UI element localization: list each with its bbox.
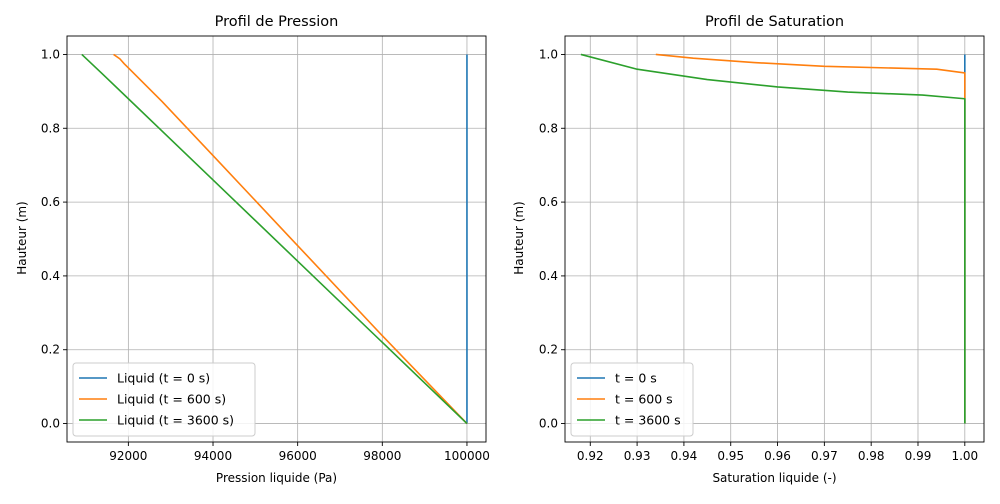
y-tick-label: 0.2 [41, 343, 60, 357]
y-tick-label: 1.0 [539, 47, 558, 61]
legend-box [570, 362, 694, 437]
chart-title: Profil de Saturation [705, 14, 844, 30]
series-line [81, 53, 468, 425]
x-tick-label: 94000 [194, 449, 232, 463]
y-tick-label: 0.4 [41, 269, 60, 283]
y-tick-label: 0.6 [539, 195, 558, 209]
legend: Liquid (t = 0 s) Liquid (t = 600 s) Liquid… [72, 362, 256, 437]
y-tick-label: 0.4 [539, 269, 558, 283]
x-tick-label: 92000 [109, 449, 147, 463]
x-tick-label: 100000 [444, 449, 490, 463]
legend-label: t = 3600 s [615, 413, 681, 428]
y-tick-label: 0.0 [41, 417, 60, 431]
saturation-profile-chart: Profil de Saturation Saturation liquide … [512, 14, 985, 485]
x-tick-label: 0.95 [717, 449, 744, 463]
x-tick-label: 98000 [363, 449, 401, 463]
series-line [580, 53, 966, 424]
legend-label: Liquid (t = 0 s) [117, 371, 210, 386]
legend-label: t = 600 s [615, 392, 673, 407]
x-tick-label: 0.92 [577, 449, 604, 463]
plot-frame [66, 35, 487, 443]
x-axis-label: Saturation liquide (-) [712, 471, 836, 485]
y-axis-label: Hauteur (m) [15, 201, 29, 274]
legend-label: t = 0 s [615, 371, 657, 386]
y-tick-label: 0.8 [41, 121, 60, 135]
legend: t = 0 s t = 600 s t = 3600 s [570, 362, 694, 437]
y-axis-label: Hauteur (m) [512, 201, 526, 274]
series-line [655, 53, 966, 424]
x-tick-label: 0.98 [858, 449, 885, 463]
y-tick-label: 0.2 [539, 343, 558, 357]
series-group [81, 53, 468, 425]
legend-label: Liquid (t = 3600 s) [117, 413, 234, 428]
x-tick-label: 0.99 [905, 449, 932, 463]
x-tick-label: 1.00 [951, 449, 978, 463]
pressure-profile-chart: Profil de Pression Pression liquide (Pa)… [15, 14, 490, 485]
y-tick-label: 0.0 [539, 417, 558, 431]
x-tick-label: 0.93 [624, 449, 651, 463]
x-axis-label: Pression liquide (Pa) [216, 471, 337, 485]
y-tick-label: 0.8 [539, 121, 558, 135]
x-tick-label: 0.94 [671, 449, 698, 463]
chart-title: Profil de Pression [215, 14, 339, 30]
y-tick-label: 1.0 [41, 47, 60, 61]
legend-box [72, 362, 256, 437]
plot-frame [564, 35, 985, 443]
x-tick-label: 96000 [279, 449, 317, 463]
legend-label: Liquid (t = 600 s) [117, 392, 226, 407]
y-tick-label: 0.6 [41, 195, 60, 209]
x-tick-label: 0.96 [764, 449, 791, 463]
x-tick-label: 0.97 [811, 449, 838, 463]
series-group [580, 53, 966, 424]
series-line [113, 53, 468, 425]
